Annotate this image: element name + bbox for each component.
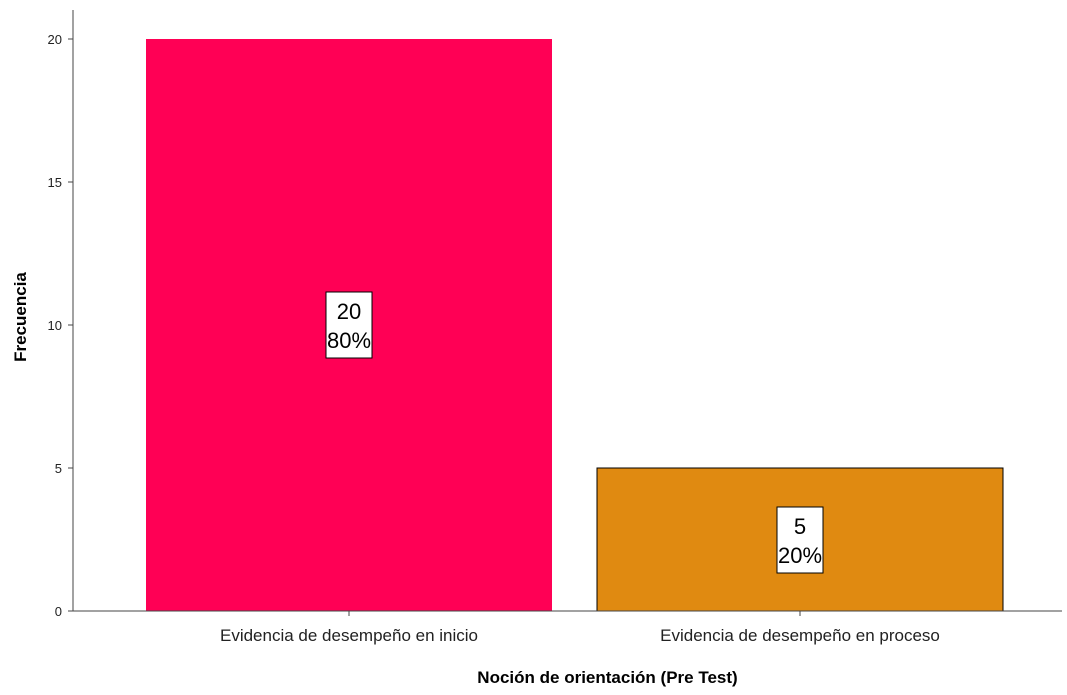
- data-label-box: [776, 506, 824, 574]
- data-label-count: 20: [337, 299, 361, 324]
- data-label-count: 5: [794, 514, 806, 539]
- data-labels: 20 80% 5 20%: [325, 291, 824, 574]
- y-tick-label: 0: [55, 604, 62, 619]
- y-axis-title: Frecuencia: [11, 272, 30, 362]
- axes-layer: [72, 10, 1062, 612]
- data-label-percent: 20%: [778, 543, 822, 568]
- x-category-label: Evidencia de desempeño en inicio: [220, 626, 478, 645]
- data-label-percent: 80%: [327, 328, 371, 353]
- y-tick-label: 5: [55, 461, 62, 476]
- bars-layer: [146, 39, 1004, 612]
- y-tick-label: 20: [48, 32, 62, 47]
- x-category-labels: Evidencia de desempeño en inicio Evidenci…: [220, 611, 940, 645]
- y-ticks: 0 5 10 15 20: [48, 32, 73, 619]
- x-axis-title: Noción de orientación (Pre Test): [477, 668, 737, 687]
- y-tick-label: 10: [48, 318, 62, 333]
- x-category-label: Evidencia de desempeño en proceso: [660, 626, 940, 645]
- data-label-box: [325, 291, 373, 359]
- y-tick-label: 15: [48, 175, 62, 190]
